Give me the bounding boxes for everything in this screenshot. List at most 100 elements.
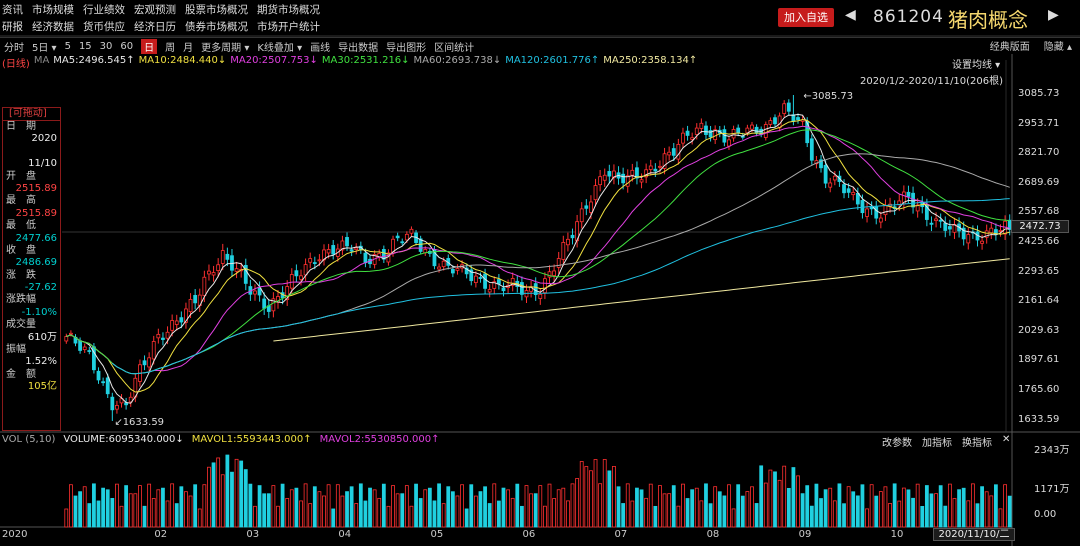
panel-value: 2515.89 [15, 207, 57, 219]
volume-tick-label: 2343万 [1034, 445, 1070, 456]
candle-body [308, 258, 313, 263]
volume-legend: VOL (5,10) VOLUME:6095340.000↓ MAVOL1:559… [2, 434, 440, 445]
period-tab[interactable]: 更多周期 ▾ [201, 42, 250, 54]
candle-body [299, 275, 303, 280]
add-to-watchlist-button[interactable]: 加入自选 [778, 8, 834, 27]
nav-link[interactable]: 市场规模 [32, 4, 74, 16]
volume-bar [1007, 495, 1012, 528]
period-tab[interactable]: 日 [141, 38, 158, 54]
panel-label: 最 高 [6, 195, 36, 207]
panel-value: 2477.66 [15, 232, 57, 244]
candle-body [285, 286, 290, 300]
ma-value: MA250:2358.134↑ [603, 55, 698, 66]
candle-body [115, 405, 119, 410]
candle-body [363, 252, 368, 264]
period-tab[interactable]: 区间统计 [434, 42, 475, 54]
candle-body [354, 247, 359, 251]
volume-bar [483, 486, 487, 528]
volume-bar [593, 459, 598, 528]
price-tick-label: 3085.73 [1018, 88, 1060, 99]
candle-body [96, 370, 101, 381]
candle-body [584, 205, 589, 209]
volume-bar [487, 503, 492, 528]
volume-bar [855, 495, 860, 528]
candle-body [184, 308, 188, 323]
period-tab[interactable]: 30 [99, 40, 113, 52]
volume-bar [358, 483, 363, 528]
nav-link[interactable]: 行业绩效 [83, 4, 125, 16]
volume-bar [644, 497, 649, 528]
volume-tick-label: 1171万 [1034, 484, 1070, 495]
ma10-line [66, 118, 1010, 393]
nav-link[interactable]: 经济数据 [32, 21, 74, 33]
period-tab[interactable]: 15 [78, 40, 92, 52]
month-tick-label: 2020 [2, 529, 28, 540]
volume-bar [101, 487, 106, 528]
nav-link[interactable]: 经济日历 [134, 21, 176, 33]
prev-stock-arrow-icon[interactable]: ◀ [845, 7, 856, 23]
next-stock-arrow-icon[interactable]: ▶ [1048, 7, 1059, 23]
volume-bar [671, 485, 676, 528]
nav-link[interactable]: 市场开户统计 [257, 21, 320, 33]
nav-link[interactable]: 资讯 [2, 4, 23, 16]
period-tab[interactable]: 画线 [310, 42, 331, 54]
layout-toolbar: 经典版面 隐藏 ▴ [990, 38, 1072, 53]
candle-body [345, 237, 349, 247]
nav-link[interactable]: 股票市场概况 [185, 4, 248, 16]
indicator-button[interactable]: 加指标 [922, 438, 952, 449]
volume-bar [750, 486, 754, 528]
panel-label: 振幅 [6, 344, 26, 356]
volume-bar [400, 493, 405, 528]
ma30-line [66, 129, 1010, 375]
period-tab[interactable]: 导出数据 [338, 42, 379, 54]
panel-drag-handle[interactable]: [可拖动] [3, 108, 60, 121]
candle-body [538, 293, 543, 299]
volume-bar [566, 500, 570, 528]
indicator-button[interactable]: 改参数 [882, 438, 912, 449]
quote-info-panel[interactable]: [可拖动] 日 期 2020 11/10 开 盘 2515.89 最 高 2515.89 最 … [2, 107, 61, 431]
close-icon[interactable]: ✕ [1002, 434, 1011, 445]
volume-bar [860, 484, 865, 528]
candle-body [207, 270, 211, 275]
candle-body [492, 281, 497, 289]
period-tab[interactable]: K线叠加 ▾ [257, 42, 303, 54]
panel-label: 日 期 [6, 121, 36, 132]
nav-link[interactable]: 债券市场概况 [185, 21, 248, 33]
candle-body [791, 114, 796, 122]
layout-button[interactable]: 经典版面 [989, 42, 1030, 53]
price-tick-label: 1765.60 [1018, 384, 1060, 395]
indicator-button[interactable]: 换指标 [962, 438, 992, 449]
volume-bar [432, 500, 437, 528]
candle-body [961, 227, 966, 240]
period-tab[interactable]: 周 [165, 42, 176, 54]
layout-button[interactable]: 隐藏 ▴ [1043, 42, 1072, 53]
period-tab[interactable]: 5日 ▾ [32, 42, 57, 54]
nav-link[interactable]: 宏观预测 [134, 4, 176, 16]
period-tab[interactable]: 5 [64, 40, 71, 52]
nav-link[interactable]: 研报 [2, 21, 23, 33]
volume-bar [299, 500, 303, 528]
ma-settings-button[interactable]: 设置均线 ▾ [952, 60, 1001, 71]
candle-body [253, 290, 257, 295]
volume-bar [450, 491, 455, 528]
candle-body [796, 117, 800, 121]
period-tab[interactable]: 导出图形 [386, 42, 427, 54]
period-tab[interactable]: 分时 [4, 42, 24, 54]
candle-body [179, 317, 184, 323]
volume-bar [193, 484, 198, 528]
indicator-buttons: 改参数 加指标 换指标 ✕ [882, 434, 1010, 449]
volume-bar [92, 483, 96, 528]
month-tick-label: 03 [246, 529, 260, 540]
candle-body [349, 249, 354, 252]
current-price-tag: 2472.73 [1011, 220, 1069, 233]
nav-link[interactable]: 期货市场概况 [257, 4, 320, 16]
month-tick-label: 02 [154, 529, 168, 540]
period-tab[interactable]: 月 [183, 42, 194, 54]
volume-bar [616, 486, 621, 528]
candle-body [464, 267, 469, 275]
volume-bar [584, 466, 589, 528]
panel-label: 成交量 [6, 319, 36, 331]
nav-link[interactable]: 货币供应 [83, 21, 125, 33]
period-tab[interactable]: 60 [120, 40, 134, 52]
